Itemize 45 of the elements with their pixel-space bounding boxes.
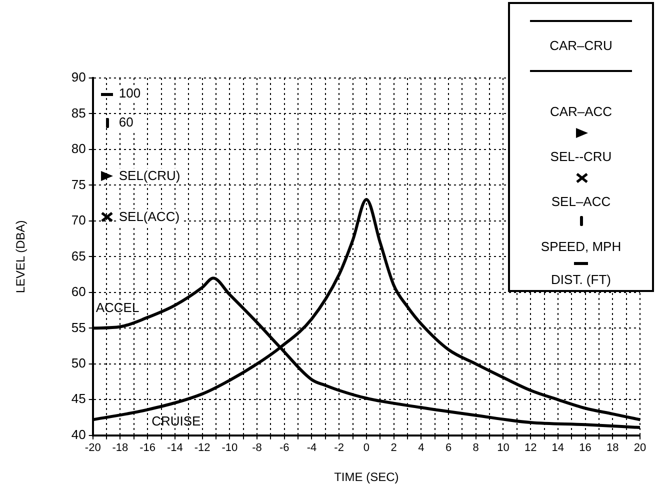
x-tick-label: 14 [552, 442, 564, 454]
x-tick-label: 0 [363, 442, 370, 454]
x-tick-label: -12 [194, 442, 210, 454]
annotation: SEL–ACC [550, 194, 612, 209]
y-tick-label: 65 [71, 248, 86, 264]
x-tick-label: 2 [390, 442, 397, 454]
x-tick-label: -8 [252, 442, 262, 454]
x-axis-title: TIME (SEC) [334, 470, 399, 484]
x-tick-label: 8 [472, 442, 479, 454]
x-tick-label: -2 [334, 442, 344, 454]
annotation: SEL--CRU [549, 149, 613, 164]
y-tick-label: 60 [71, 284, 86, 300]
x-tick-label: -14 [166, 442, 183, 454]
x-tick-label: 6 [445, 442, 452, 454]
y-tick-label: 80 [71, 141, 86, 156]
annotation: DIST. (FT) [550, 272, 612, 287]
x-tick-label: -4 [306, 442, 317, 454]
annotation: SPEED, MPH [540, 239, 622, 254]
x-tick-label: 4 [418, 442, 424, 454]
y-tick-label: 50 [71, 356, 86, 370]
annotation: SEL(CRU) [118, 168, 180, 183]
series-label: CRUISE [152, 414, 202, 429]
y-tick-label: 40 [71, 426, 86, 442]
x-tick-label: -6 [279, 442, 290, 454]
annotation: SEL(ACC) [118, 208, 180, 224]
annotation: CAR–ACC [548, 104, 614, 119]
x-tick-label: 18 [606, 442, 619, 454]
y-axis-title: LEVEL (DBA) [14, 220, 28, 294]
annotation: 100 [118, 86, 141, 101]
y-tick-label: 90 [71, 70, 86, 85]
x-tick-label: 12 [524, 442, 537, 454]
annotation: 60 [118, 114, 134, 130]
x-tick-label: -18 [112, 442, 128, 454]
y-tick-label: 85 [71, 105, 86, 120]
text: CAR–CRU [550, 38, 612, 53]
y-tick-label: 75 [71, 176, 86, 192]
x-tick-label: 16 [579, 442, 592, 454]
y-tick-label: 70 [71, 212, 86, 228]
x-tick-label: 10 [497, 442, 510, 454]
y-tick-label: 45 [71, 391, 86, 406]
y-tick-label: 55 [71, 320, 86, 335]
x-tick-label: -16 [140, 442, 156, 454]
x-tick-label: 20 [634, 442, 646, 454]
x-tick-label: -20 [84, 442, 101, 454]
x-tick-label: -10 [222, 442, 238, 454]
